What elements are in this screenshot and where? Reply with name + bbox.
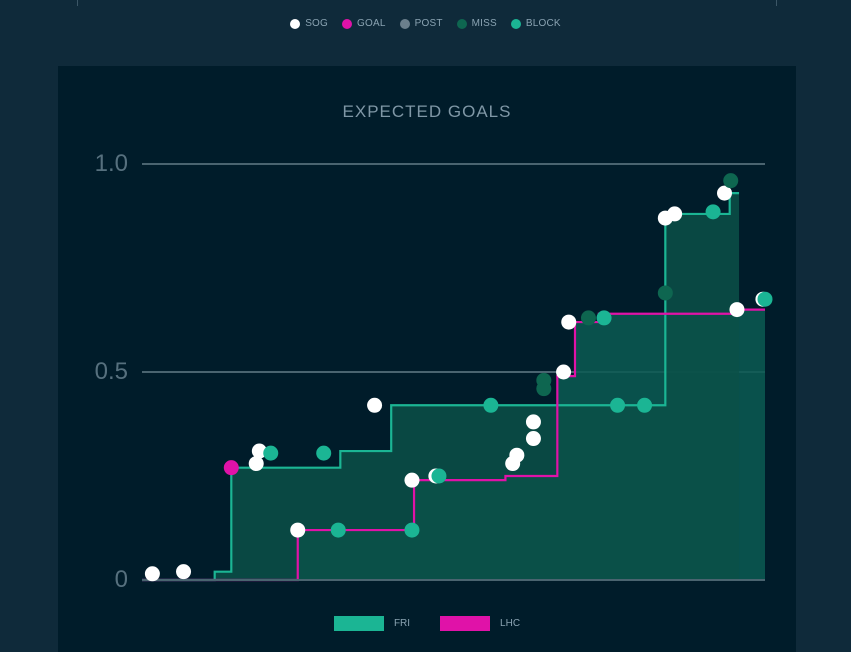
legend-label-goal: GOAL — [357, 18, 386, 29]
shot-point-fri — [251, 443, 267, 459]
expected-goals-chart: 0 0.5 1.0 — [95, 150, 773, 593]
shot-point-lhc — [290, 522, 306, 538]
shot-point-fri — [223, 460, 239, 476]
shot-point-fri — [176, 564, 192, 580]
shot-point-lhc — [556, 364, 572, 380]
shot-point-lhc — [509, 447, 525, 463]
shot-point-lhc — [729, 302, 745, 318]
sog-dot-icon — [290, 18, 301, 29]
goal-dot-icon — [342, 18, 353, 29]
shot-point-fri — [723, 173, 739, 189]
shot-point-fri — [316, 445, 332, 461]
legend-label-sog: SOG — [305, 18, 329, 29]
legend-item-block: BLOCK — [510, 18, 561, 29]
top-tick-left — [77, 0, 78, 6]
legend-item-post: POST — [399, 18, 443, 29]
shot-point-fri — [248, 456, 264, 472]
shot-point-fri — [263, 445, 279, 461]
shot-point-fri — [367, 397, 383, 413]
lhc-swatch-icon — [440, 616, 491, 631]
legend-label-post: POST — [414, 18, 443, 29]
y-tick-label: 1.0 — [95, 150, 128, 177]
miss-dot-icon — [456, 18, 467, 29]
shot-point-fri — [144, 566, 160, 582]
chart-title: EXPECTED GOALS — [342, 102, 512, 121]
legend-item-fri: FRI — [333, 616, 411, 631]
shot-point-lhc — [561, 314, 577, 330]
fri-swatch-icon — [333, 616, 384, 631]
legend-label-lhc: LHC — [500, 618, 521, 629]
shot-point-lhc — [404, 472, 420, 488]
legend-label-fri: FRI — [393, 618, 411, 629]
area-fri — [142, 193, 740, 580]
shot-type-legend: SOG GOAL POST MISS BLOCK — [0, 18, 851, 29]
y-tick-label: 0 — [115, 566, 128, 593]
legend-item-lhc: LHC — [440, 616, 520, 631]
chart-panel: 0 0.5 1.0 EXPECTED GOALS FRI LHC — [58, 66, 796, 652]
legend-item-sog: SOG — [290, 18, 328, 29]
shot-point-lhc — [525, 431, 541, 447]
shot-point-lhc — [596, 310, 612, 326]
shot-point-lhc — [536, 381, 552, 397]
legend-label-block: BLOCK — [525, 18, 561, 29]
legend-item-goal: GOAL — [342, 18, 386, 29]
shot-point-fri — [717, 185, 733, 201]
shot-point-lhc — [330, 522, 346, 538]
shot-point-fri — [705, 204, 721, 220]
shot-point-fri — [657, 285, 673, 301]
post-dot-icon — [399, 18, 410, 29]
block-dot-icon — [510, 18, 521, 29]
shot-point-lhc — [580, 310, 596, 326]
legend-label-miss: MISS — [471, 18, 497, 29]
shot-point-fri — [610, 397, 626, 413]
shot-point-lhc — [404, 522, 420, 538]
shot-point-lhc — [431, 468, 447, 484]
shot-point-fri — [667, 206, 683, 222]
shot-point-lhc — [757, 291, 773, 307]
step-line-lhc — [142, 308, 765, 582]
shot-point-fri — [637, 397, 653, 413]
shot-point-fri — [483, 397, 499, 413]
legend-item-miss: MISS — [456, 18, 497, 29]
y-tick-label: 0.5 — [95, 358, 128, 385]
team-legend: FRI LHC — [58, 616, 796, 631]
shot-point-lhc — [525, 414, 541, 430]
top-tick-right — [776, 0, 777, 6]
